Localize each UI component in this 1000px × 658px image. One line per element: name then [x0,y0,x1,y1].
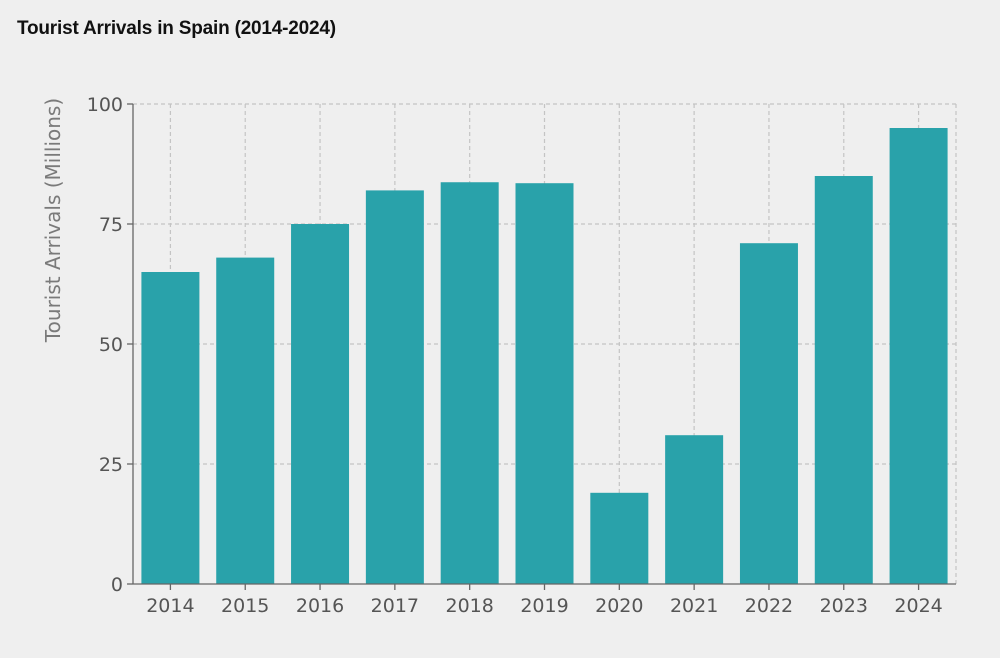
x-tick-label: 2022 [745,595,793,617]
x-tick-label: 2021 [670,595,718,617]
bar-2024 [889,128,948,584]
x-tick-label: 2016 [296,595,344,617]
chart-title: Tourist Arrivals in Spain (2014-2024) [17,18,336,39]
y-tick-label: 100 [87,94,123,116]
bar-2020 [590,492,649,584]
y-tick-label: 75 [99,214,123,236]
bar-2018 [440,182,499,585]
x-tick-label: 2018 [446,595,494,617]
bars [141,128,948,585]
tick-labels: 0 25 50 75 100 2014 2015 2016 2017 2018 2019 2020 20… [87,94,943,617]
bar-2023 [814,176,873,584]
x-tick-label: 2014 [146,595,194,617]
bar-2021 [665,435,724,584]
x-tick-label: 2015 [221,595,269,617]
y-tick-label: 25 [99,454,123,476]
x-tick-label: 2020 [595,595,643,617]
axes [127,103,956,590]
x-tick-label: 2024 [894,595,942,617]
y-tick-label: 50 [99,334,123,356]
bar-2016 [291,224,350,584]
bar-2019 [515,183,574,584]
bar-2017 [365,190,424,584]
y-tick-label: 0 [111,574,123,596]
y-axis-title: Tourist Arrivals (Millions) [41,98,65,343]
x-tick-label: 2019 [520,595,568,617]
bar-2014 [141,272,200,584]
x-tick-label: 2017 [371,595,419,617]
bar-2015 [216,257,275,584]
x-tick-label: 2023 [820,595,868,617]
bar-2022 [739,243,798,584]
